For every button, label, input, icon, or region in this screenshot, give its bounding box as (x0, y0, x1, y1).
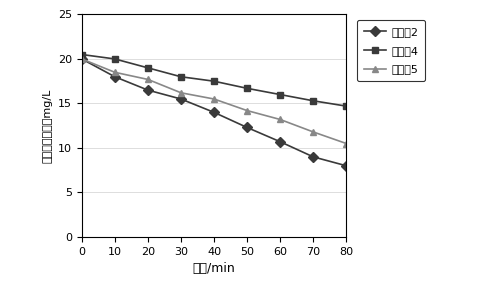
实施例2 (112, 75, 118, 79)
实施例4 (211, 79, 216, 83)
Line: 实施例5: 实施例5 (78, 55, 349, 147)
实施例2 (211, 111, 216, 114)
实施例4 (79, 53, 84, 56)
实施例5 (112, 71, 118, 74)
实施例5 (343, 142, 348, 145)
实施例2 (343, 164, 348, 168)
X-axis label: 时间/min: 时间/min (192, 262, 235, 275)
实施例5 (211, 97, 216, 101)
实施例2 (79, 57, 84, 61)
实施例2 (144, 88, 150, 92)
实施例2 (310, 155, 315, 159)
实施例2 (244, 126, 250, 129)
Line: 实施例2: 实施例2 (78, 55, 349, 169)
实施例5 (144, 78, 150, 81)
实施例5 (79, 57, 84, 61)
实施例5 (310, 130, 315, 134)
实施例4 (310, 99, 315, 103)
实施例5 (178, 91, 183, 95)
实施例4 (144, 66, 150, 70)
实施例2 (276, 140, 282, 143)
Line: 实施例4: 实施例4 (78, 51, 349, 110)
Y-axis label: 亚甲基蓝的浓度mg/L: 亚甲基蓝的浓度mg/L (42, 88, 52, 163)
实施例4 (112, 57, 118, 61)
实施例4 (343, 104, 348, 108)
实施例2 (178, 97, 183, 101)
实施例4 (178, 75, 183, 79)
实施例4 (244, 87, 250, 90)
实施例4 (276, 93, 282, 96)
实施例5 (244, 109, 250, 112)
Legend: 实施例2, 实施例4, 实施例5: 实施例2, 实施例4, 实施例5 (357, 20, 424, 81)
实施例5 (276, 118, 282, 121)
